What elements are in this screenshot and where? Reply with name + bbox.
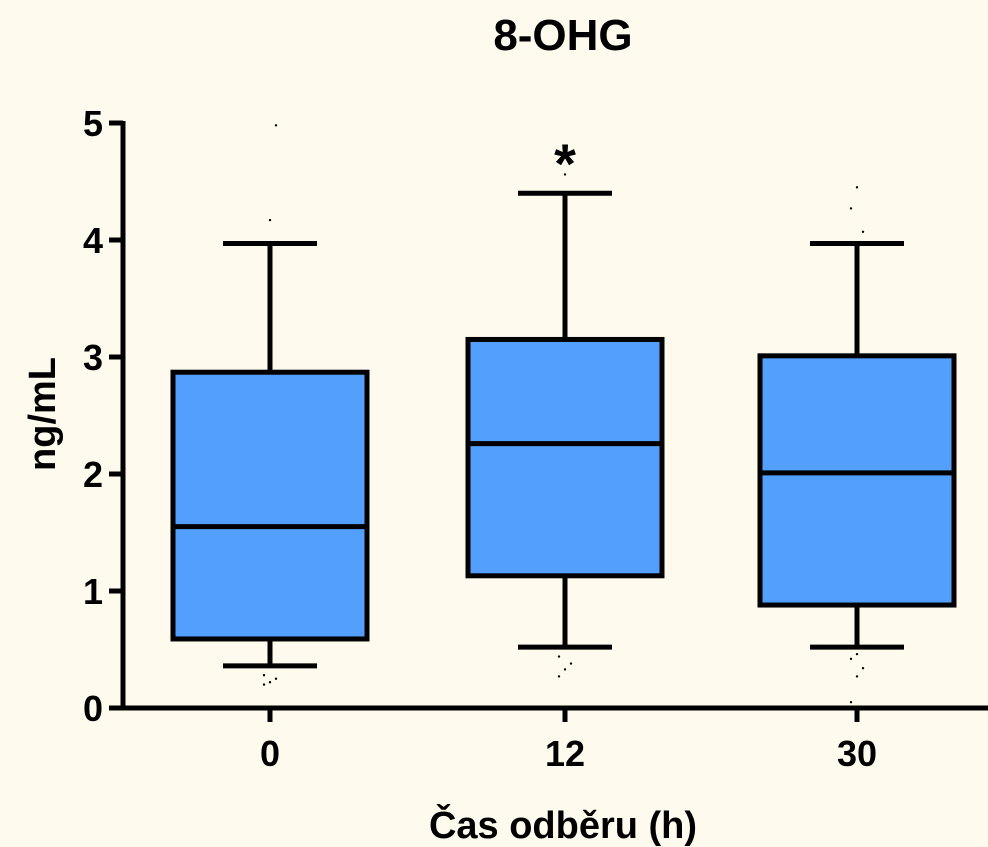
outlier-point	[855, 675, 859, 678]
chart-title: 8-OHG	[493, 11, 632, 60]
outlier-point	[262, 683, 266, 686]
outlier-point	[268, 218, 272, 222]
outlier-point	[563, 173, 567, 176]
y-tick-label: 0	[83, 688, 103, 729]
outlier-point	[849, 700, 853, 704]
outlier-point	[274, 124, 278, 127]
outlier-point	[569, 662, 573, 665]
iqr-box	[757, 353, 957, 608]
outlier-point	[849, 207, 853, 210]
significance-marker: *	[554, 132, 576, 195]
outlier-point	[861, 667, 865, 670]
outlier-point	[849, 657, 853, 661]
y-tick-label: 1	[83, 571, 103, 612]
outlier-point	[557, 655, 561, 658]
outlier-point	[274, 677, 278, 680]
outlier-point	[262, 674, 266, 677]
y-axis-label: ng/mL	[22, 357, 64, 471]
x-axis-label: Čas odběru (h)	[429, 802, 697, 847]
y-tick-label: 2	[83, 454, 103, 495]
y-tick-label: 4	[83, 220, 103, 261]
outlier-point	[855, 186, 859, 189]
x-tick-label: 0	[260, 733, 280, 774]
outlier-point	[268, 681, 272, 684]
outlier-point	[557, 675, 561, 678]
y-tick-label: 3	[83, 337, 103, 378]
x-tick-label: 30	[837, 733, 877, 774]
x-tick-label: 12	[545, 733, 585, 774]
y-tick-label: 5	[83, 103, 103, 144]
outlier-point	[855, 652, 859, 656]
iqr-box	[465, 336, 665, 579]
outlier-point	[861, 230, 865, 234]
outlier-point	[563, 668, 567, 671]
iqr-box	[170, 369, 370, 642]
